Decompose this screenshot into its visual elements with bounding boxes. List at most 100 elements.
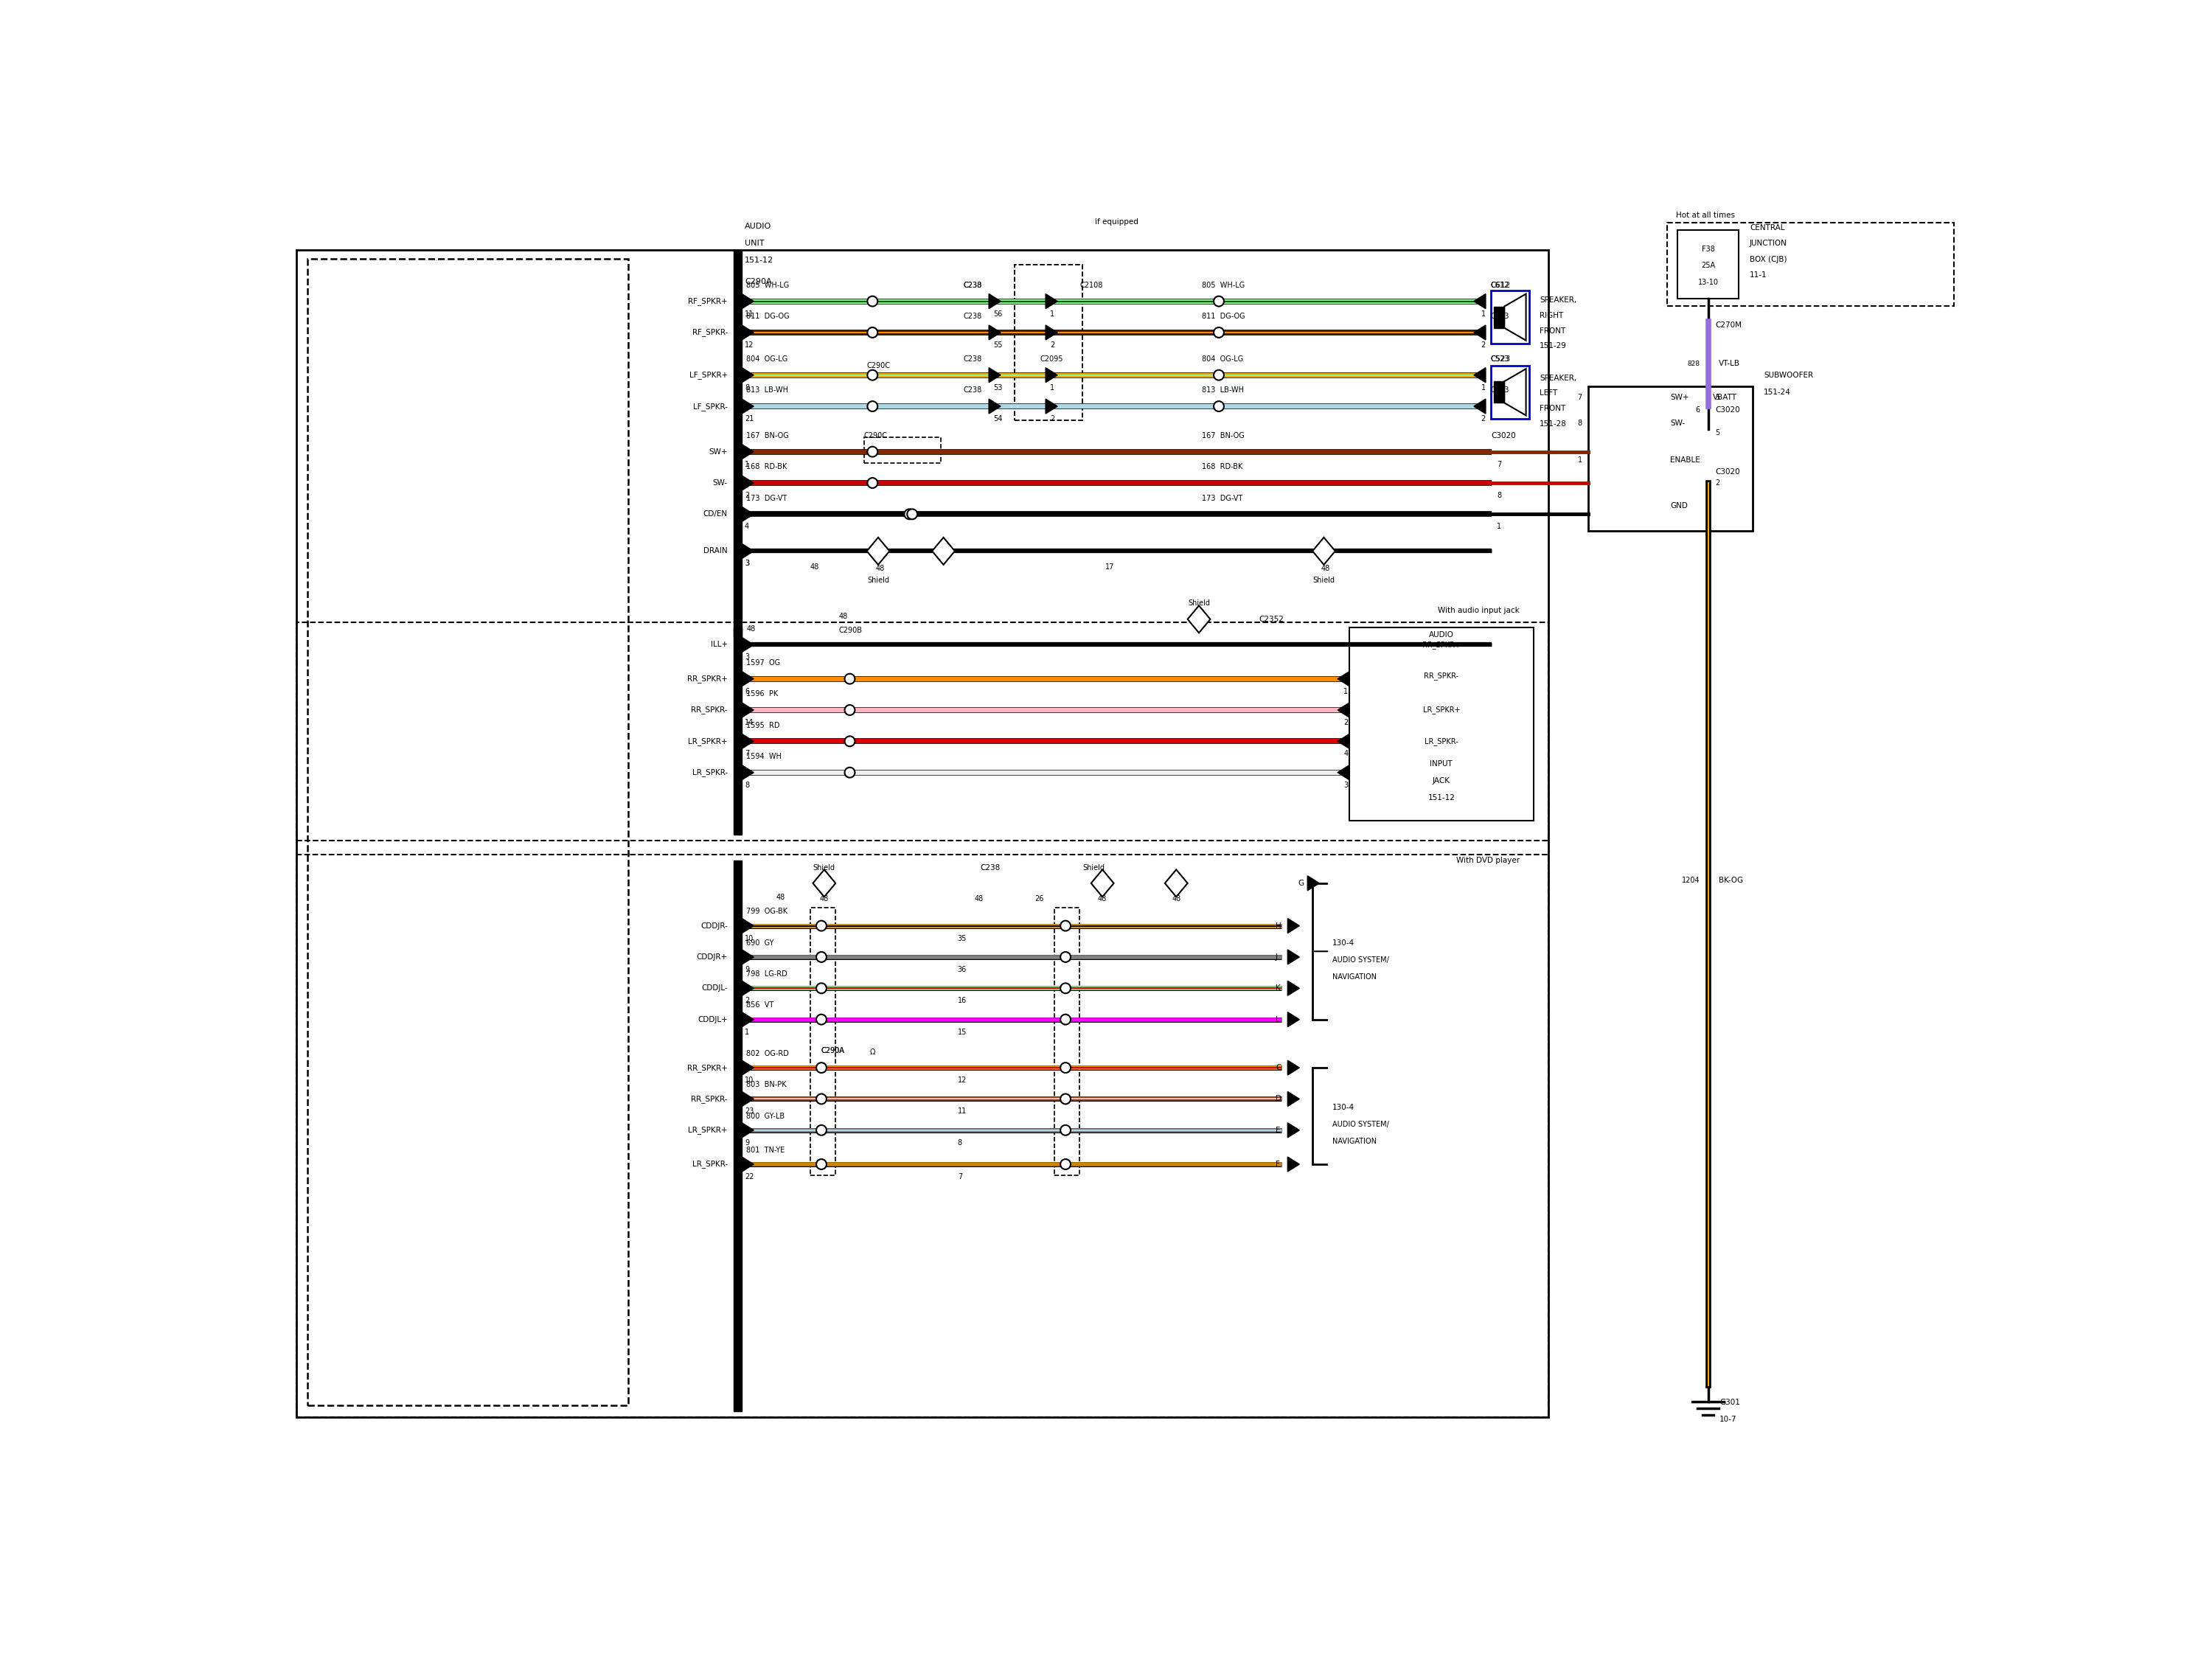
Polygon shape (741, 368, 754, 383)
Text: C2352: C2352 (1259, 615, 1283, 622)
Polygon shape (1338, 765, 1349, 780)
Bar (1349, 627, 1533, 821)
Text: JACK: JACK (1433, 778, 1451, 785)
Text: 6: 6 (1694, 406, 1699, 415)
Polygon shape (741, 765, 754, 780)
Text: RR_SPKR-: RR_SPKR- (1425, 672, 1458, 680)
Bar (810, 907, 836, 1176)
Text: 5: 5 (1714, 395, 1719, 401)
Text: BK-OG: BK-OG (1719, 876, 1743, 884)
Text: C2108: C2108 (1079, 282, 1104, 289)
Bar (1677, 231, 1739, 299)
Bar (296, 251, 1548, 1417)
Circle shape (816, 1125, 827, 1135)
Text: CDDJR-: CDDJR- (701, 922, 728, 929)
Circle shape (867, 327, 878, 338)
Polygon shape (1287, 1123, 1298, 1138)
Polygon shape (741, 1092, 754, 1107)
Text: SW+: SW+ (1670, 395, 1690, 401)
Text: DRAIN: DRAIN (703, 547, 728, 554)
Text: 9: 9 (745, 966, 750, 974)
Bar (865, 438, 940, 463)
Bar (296, 622, 1548, 841)
Text: FRONT: FRONT (1540, 405, 1566, 413)
Bar (307, 259, 628, 1405)
Text: 5: 5 (1714, 430, 1719, 436)
Text: C612: C612 (1491, 282, 1509, 289)
Circle shape (816, 952, 827, 962)
Polygon shape (1046, 368, 1057, 383)
Text: 17: 17 (1106, 564, 1115, 571)
Text: 8: 8 (745, 781, 750, 788)
Text: 813  LB-WH: 813 LB-WH (1201, 387, 1243, 395)
Text: 1: 1 (1498, 523, 1502, 531)
Text: 151-24: 151-24 (1763, 388, 1792, 397)
Text: 802  OG-RD: 802 OG-RD (745, 1050, 790, 1057)
Text: CENTRAL: CENTRAL (1750, 224, 1785, 231)
Polygon shape (741, 672, 754, 687)
Circle shape (907, 509, 918, 519)
Circle shape (1060, 921, 1071, 931)
Bar (1493, 382, 1504, 403)
Text: RR_SPKR+: RR_SPKR+ (688, 1063, 728, 1072)
Text: RR_SPKR+: RR_SPKR+ (1422, 640, 1460, 649)
Text: 48: 48 (1321, 564, 1329, 572)
Circle shape (1214, 297, 1223, 307)
Text: AUDIO: AUDIO (745, 222, 772, 231)
Polygon shape (1307, 876, 1318, 891)
Circle shape (845, 705, 854, 715)
Text: 811  DG-OG: 811 DG-OG (745, 314, 790, 320)
Text: C: C (1276, 1063, 1281, 1072)
Polygon shape (741, 398, 754, 413)
Text: C290B: C290B (838, 627, 863, 634)
Text: 1204: 1204 (1681, 876, 1699, 884)
Text: 23: 23 (745, 1108, 754, 1115)
Polygon shape (867, 538, 889, 564)
Text: C612: C612 (1491, 282, 1511, 289)
Text: G: G (1298, 879, 1305, 888)
Circle shape (867, 370, 878, 380)
Text: 7: 7 (958, 1173, 962, 1181)
Text: 55: 55 (993, 342, 1002, 348)
Text: 3: 3 (745, 559, 750, 567)
Text: C238: C238 (964, 387, 982, 395)
Circle shape (845, 768, 854, 778)
Circle shape (816, 921, 827, 931)
Text: ILL+: ILL+ (710, 640, 728, 649)
Text: 151-28: 151-28 (1540, 420, 1566, 428)
Circle shape (1060, 1093, 1071, 1105)
Text: C523: C523 (1491, 387, 1509, 395)
Text: 2: 2 (1051, 342, 1055, 348)
Polygon shape (741, 1012, 754, 1027)
Text: Shield: Shield (814, 864, 836, 871)
Text: 15: 15 (958, 1029, 967, 1035)
Text: 813  LB-WH: 813 LB-WH (745, 387, 787, 395)
Text: JUNCTION: JUNCTION (1750, 239, 1787, 247)
Text: LR_SPKR-: LR_SPKR- (692, 768, 728, 776)
Text: 4: 4 (745, 523, 750, 531)
Text: 151-29: 151-29 (1540, 342, 1566, 350)
Text: 803  BN-PK: 803 BN-PK (745, 1082, 787, 1088)
Text: 54: 54 (993, 415, 1002, 423)
Text: 1595  RD: 1595 RD (745, 722, 781, 728)
Text: 811  DG-OG: 811 DG-OG (1201, 314, 1245, 320)
Text: 805  WH-LG: 805 WH-LG (745, 282, 790, 289)
Text: 2: 2 (1482, 342, 1486, 348)
Polygon shape (741, 637, 754, 652)
Text: 7: 7 (1577, 395, 1582, 401)
Text: 168  RD-BK: 168 RD-BK (745, 463, 787, 471)
Polygon shape (1287, 1012, 1298, 1027)
Polygon shape (1473, 368, 1486, 383)
Polygon shape (1188, 606, 1210, 632)
Text: 173  DG-VT: 173 DG-VT (745, 494, 787, 503)
Text: LF_SPKR-: LF_SPKR- (692, 401, 728, 410)
Text: 804  OG-LG: 804 OG-LG (1201, 355, 1243, 363)
Polygon shape (1338, 703, 1349, 717)
Text: J: J (1276, 954, 1279, 961)
Polygon shape (741, 949, 754, 964)
Text: 690  GY: 690 GY (745, 939, 774, 947)
Polygon shape (741, 1060, 754, 1075)
Polygon shape (741, 1156, 754, 1171)
Text: VT-LB: VT-LB (1719, 360, 1741, 367)
Text: BOX (CJB): BOX (CJB) (1750, 255, 1787, 262)
